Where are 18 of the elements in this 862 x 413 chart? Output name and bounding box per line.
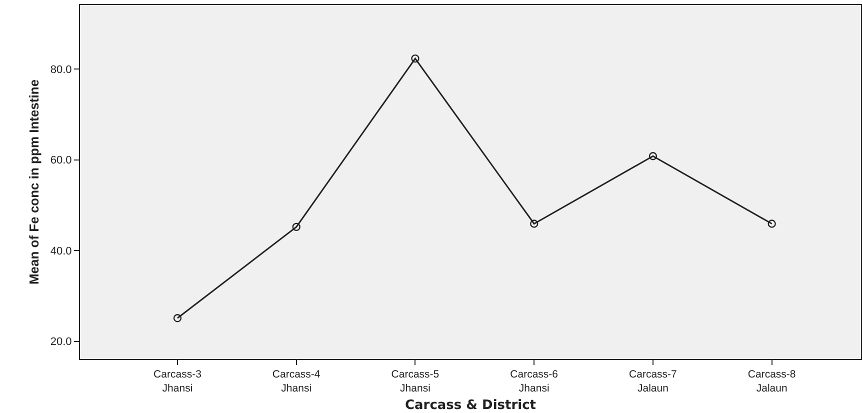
x-tick-label: Carcass-6 Jhansi (510, 368, 558, 394)
point (173, 314, 182, 322)
y-tick-label: 40.0 (50, 245, 72, 258)
point (768, 220, 776, 228)
x-tick-label: Carcass-8 Jalaun (748, 368, 796, 394)
x-tick-label: Carcass-5 Jhansi (391, 368, 440, 394)
point (530, 220, 538, 228)
y-tick-label: 20.0 (50, 336, 72, 348)
y-axis-title: Mean of Fe conc in ppm Intestine (26, 79, 42, 285)
x-tick-label: Carcass-4 Jhansi (272, 368, 320, 394)
point (292, 222, 300, 232)
x-axis-title: Carcass & District (404, 398, 536, 413)
y-tick-label: 80.0 (50, 64, 72, 76)
point (648, 152, 658, 160)
x-tick-label: Carcass-7 Jalaun (629, 368, 678, 394)
y-tick-label: 60.0 (50, 154, 72, 167)
point (411, 54, 420, 63)
x-tick-label: Carcass-3 Jhansi (154, 368, 202, 394)
